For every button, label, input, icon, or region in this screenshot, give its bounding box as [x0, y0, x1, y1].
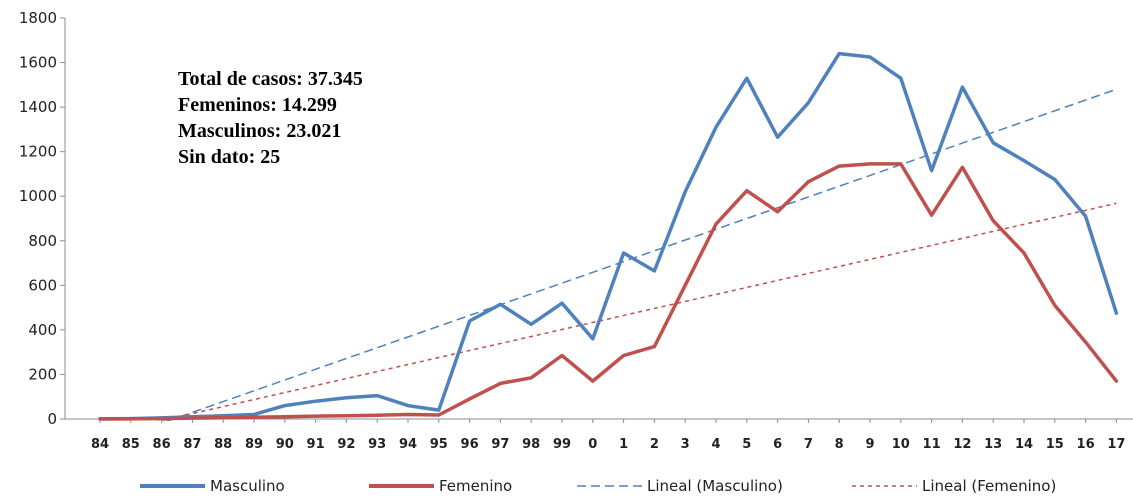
female-cases-text: Femeninos: 14.299: [178, 94, 337, 116]
x-tick-label: 4: [711, 437, 720, 452]
x-tick-label: 8: [835, 437, 844, 452]
x-tick-label: 85: [122, 437, 140, 452]
y-tick-label: 400: [28, 321, 57, 339]
x-tick-label: 3: [681, 437, 690, 452]
y-tick-label: 1200: [19, 143, 57, 161]
legend-label-lineal-femenino: Lineal (Femenino): [922, 477, 1056, 495]
x-tick-label: 5: [742, 437, 751, 452]
series-line-femenino: [98, 162, 1119, 421]
x-tick-label: 10: [892, 437, 910, 452]
x-tick-label: 95: [430, 437, 448, 452]
x-tick-label: 96: [461, 437, 479, 452]
legend-label-femenino: Femenino: [439, 477, 512, 495]
x-tick-label: 1: [619, 437, 628, 452]
y-tick-label: 600: [28, 276, 57, 294]
trendline-lineal-femenino: [156, 202, 1117, 421]
x-tick-label: 14: [1015, 437, 1033, 452]
trendline-lineal-masculino: [165, 88, 1117, 421]
y-tick-label: 1000: [19, 187, 57, 205]
x-tick-label: 88: [214, 437, 232, 452]
y-tick-label: 1800: [19, 9, 57, 27]
x-axis: 84 85 86 87 88 89 90 91 92 93 94 95 96 97 98 99 0 1 2 3 4 5 6 7…: [65, 418, 1133, 452]
x-tick-label: 89: [245, 437, 263, 452]
series-group: [98, 51, 1119, 421]
x-tick-label: 94: [399, 437, 417, 452]
x-tick-label: 9: [865, 437, 874, 452]
y-tick-label: 1400: [19, 98, 57, 116]
x-tick-label: 86: [153, 437, 171, 452]
x-tick-label: 2: [650, 437, 659, 452]
x-tick-label: 15: [1046, 437, 1064, 452]
x-tick-label: 84: [91, 437, 109, 452]
y-tick-label: 0: [47, 410, 57, 428]
x-tick-label: 13: [984, 437, 1002, 452]
male-cases-text: Masculinos: 23.021: [178, 120, 342, 142]
y-tick-label: 200: [28, 365, 57, 383]
y-axis: 0 200 400 600 800 1000 1200 1400 1600 1800: [19, 9, 66, 428]
x-tick-label: 6: [773, 437, 782, 452]
total-cases-text: Total de casos: 37.345: [178, 68, 363, 90]
x-tick-label: 91: [307, 437, 325, 452]
y-tick-label: 800: [28, 232, 57, 250]
x-tick-label: 7: [804, 437, 813, 452]
x-tick-label: 12: [953, 437, 971, 452]
x-tick-label: 99: [553, 437, 571, 452]
x-tick-label: 93: [368, 437, 386, 452]
series-line-masculino: [98, 51, 1119, 421]
y-tick-label: 1600: [19, 54, 57, 72]
case-totals-annotation: Total de casos: 37.345 Femeninos: 14.299…: [178, 66, 363, 170]
legend: Masculino Femenino Lineal (Masculino) Linea…: [140, 477, 1056, 495]
x-tick-label: 87: [183, 437, 201, 452]
x-tick-label: 11: [923, 437, 941, 452]
x-tick-label: 90: [276, 437, 294, 452]
x-tick-label: 98: [522, 437, 540, 452]
no-data-cases-text: Sin dato: 25: [178, 146, 281, 168]
x-tick-label: 0: [588, 437, 597, 452]
x-tick-label: 17: [1107, 437, 1125, 452]
legend-label-masculino: Masculino: [210, 477, 285, 495]
x-tick-label: 92: [337, 437, 355, 452]
x-tick-label: 16: [1077, 437, 1095, 452]
x-tick-label: 97: [491, 437, 509, 452]
legend-label-lineal-masculino: Lineal (Masculino): [647, 477, 783, 495]
